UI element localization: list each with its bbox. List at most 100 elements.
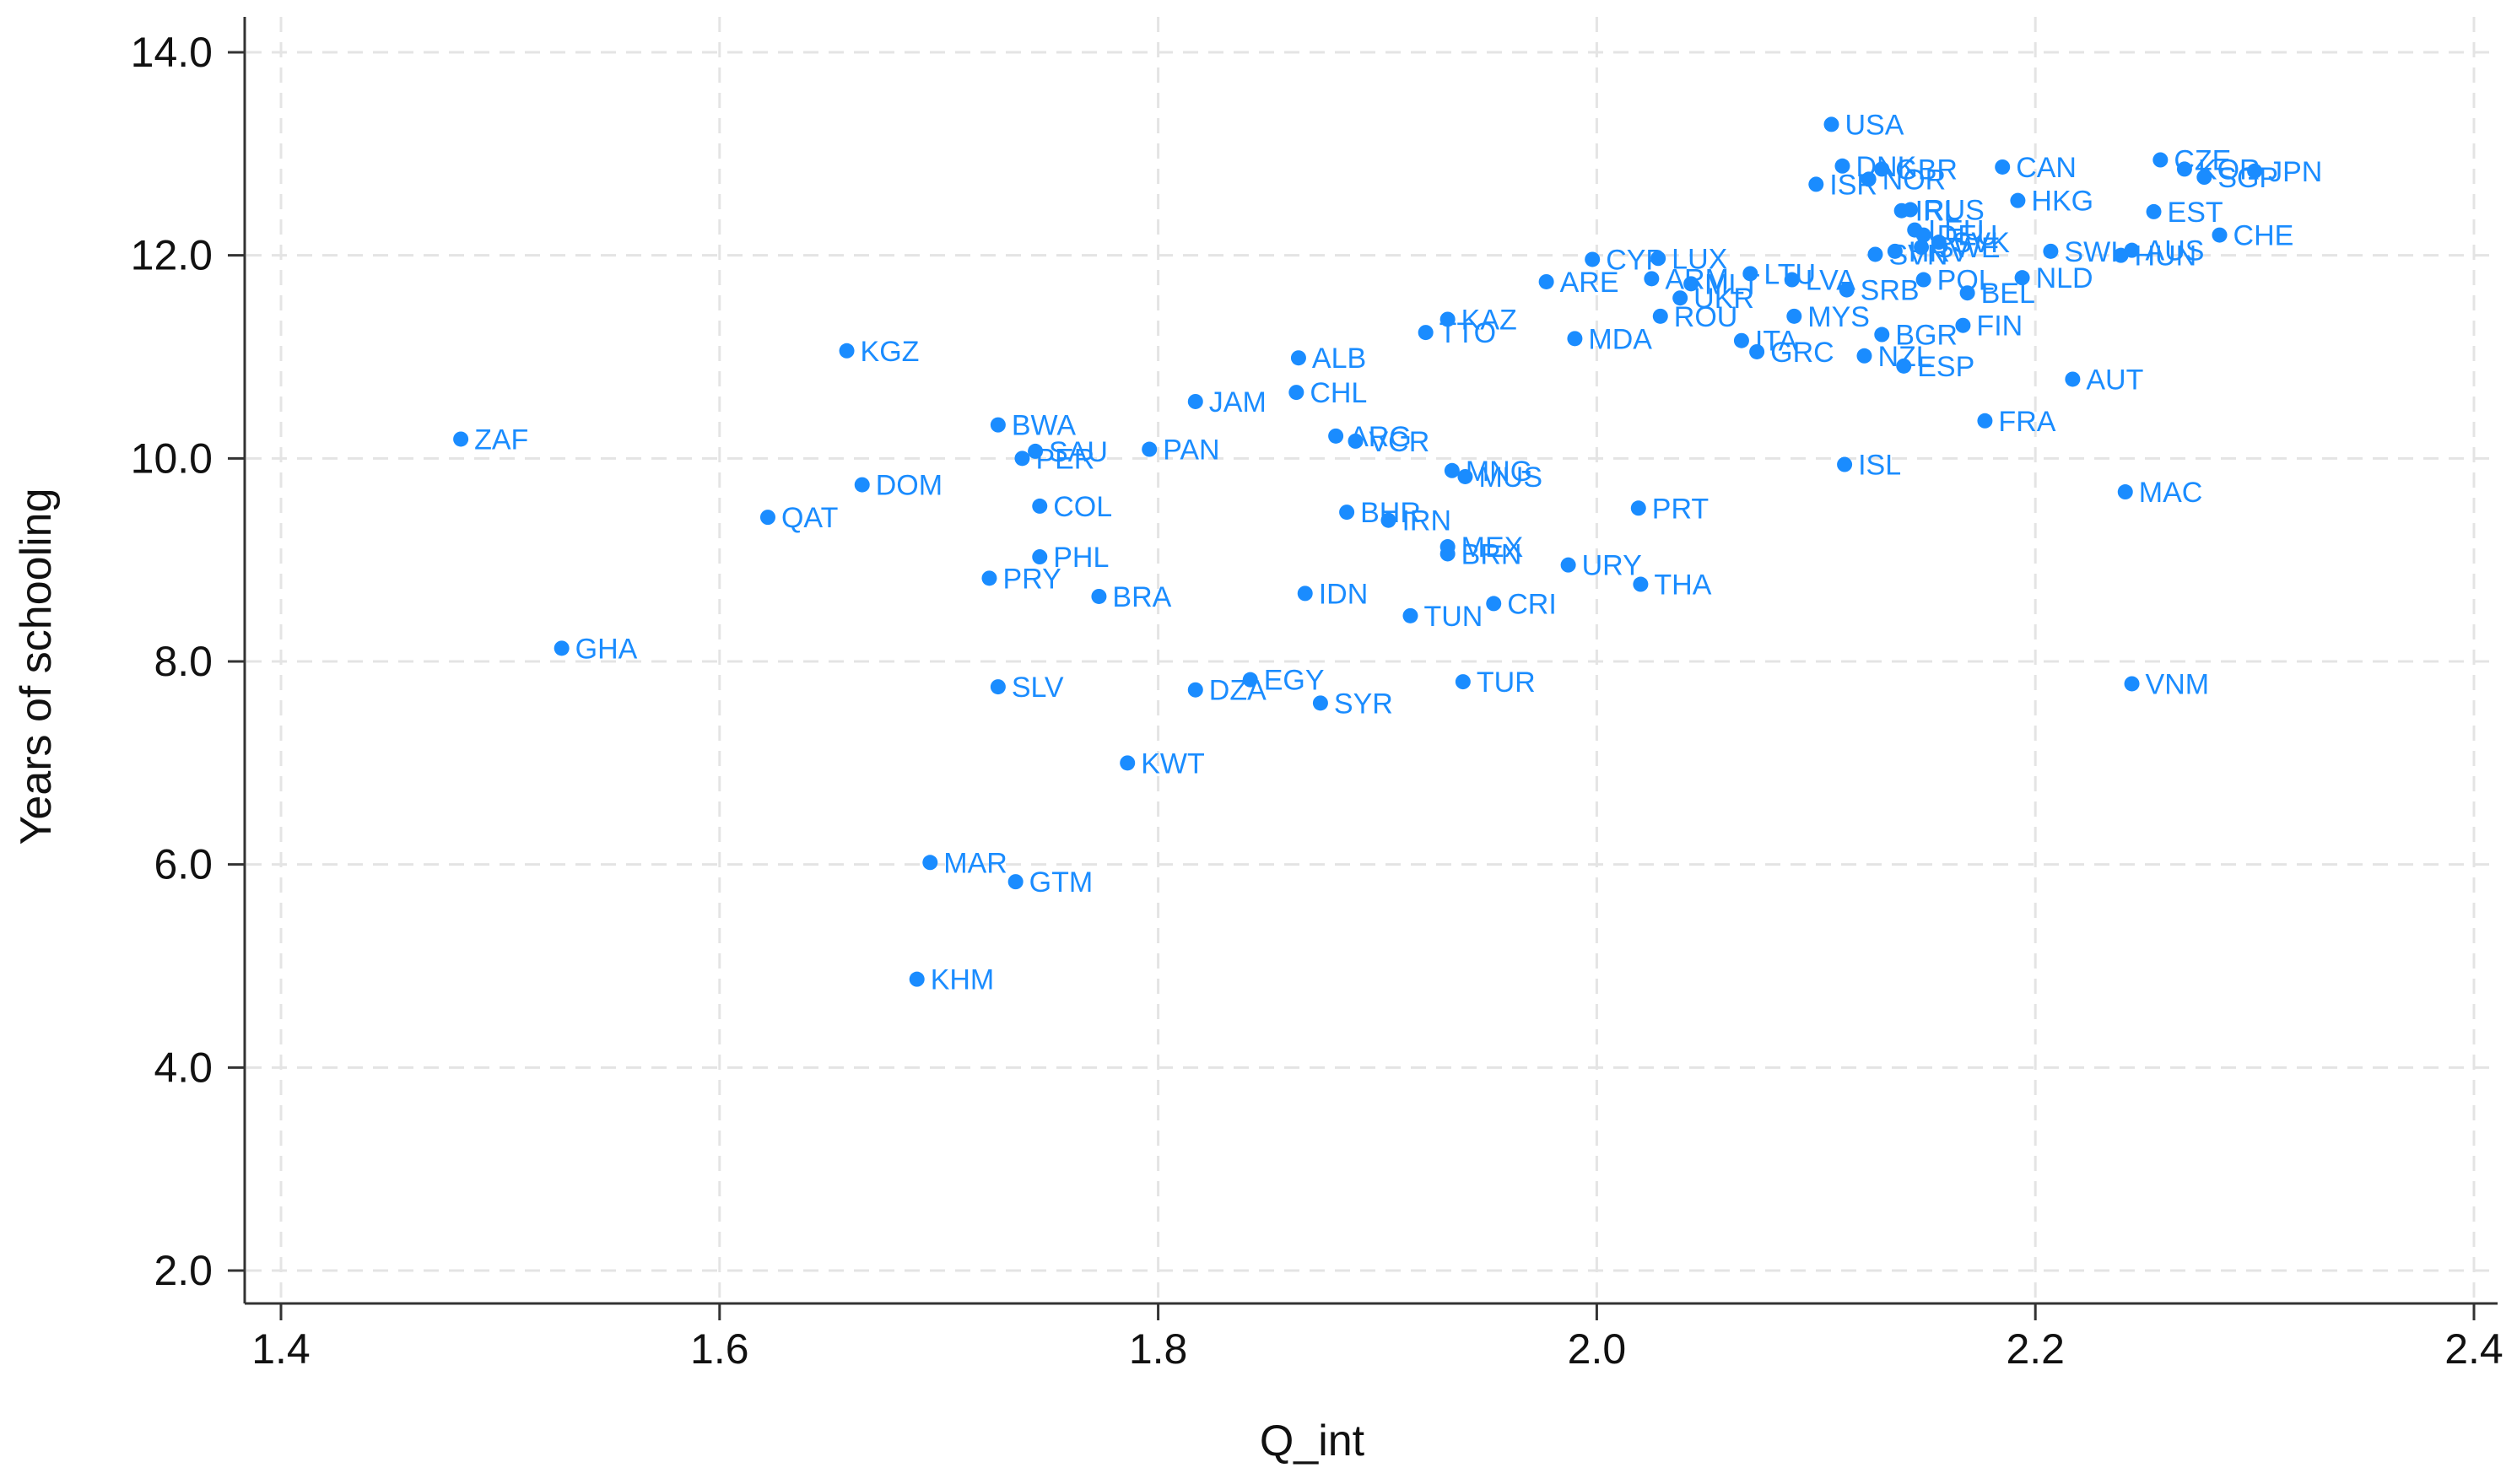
data-label: NOR [1882,164,1947,196]
data-point [1297,586,1313,602]
data-label: BEL [1981,278,2035,310]
data-point [1567,331,1583,347]
x-axis-title: Q_int [1260,1417,1365,1465]
y-tick-label: 14.0 [131,29,213,76]
data-point [1187,393,1203,409]
data-label: MAC [2139,477,2203,509]
data-label: CAN [2016,152,2077,184]
data-label: BGR [1895,320,1958,352]
x-tick-label: 2.2 [2006,1325,2065,1373]
data-label: MLT [1704,268,1759,300]
data-label: CYP [1606,244,1665,276]
data-label: BWA [1012,410,1077,442]
data-point [909,971,925,987]
data-label: SWI [2064,236,2118,268]
data-label: MYS [1807,301,1870,333]
data-label: KWT [1141,747,1205,780]
data-point [1959,285,1975,301]
data-label: ISR [1829,169,1877,201]
x-tick-label: 1.6 [690,1325,749,1373]
data-point [1784,272,1800,288]
data-point [1837,456,1853,472]
data-label: VNM [2146,668,2210,700]
data-label: GBR [1895,154,1958,186]
data-point [1014,451,1030,467]
data-point [990,679,1006,695]
data-point [1644,271,1660,287]
data-point [1633,576,1649,592]
data-point [2212,227,2228,243]
x-tick-label: 1.4 [251,1325,311,1373]
y-tick-label: 6.0 [154,841,213,888]
data-point [1312,695,1328,711]
data-label: CHE [2233,220,2294,252]
data-label: KOR [2198,154,2260,186]
data-label: BRA [1112,581,1171,613]
data-point [922,855,938,871]
data-label: HUN [2135,240,2197,273]
data-point [1007,874,1024,890]
data-label: DNK [1855,151,1916,183]
data-label: LEU [1928,215,1984,247]
data-point [1896,358,1912,374]
y-tick-label: 12.0 [131,232,213,279]
data-label: FRA [1998,406,2055,438]
data-point [1749,343,1765,359]
data-label: PER [1035,443,1094,475]
data-label: SRB [1861,275,1920,307]
axes: 2.0 4.0 6.0 8.0 10.0 12.0 14.0 1.4 1.6 1.8 2.0 2.2 2… [131,17,2503,1373]
data-point [1861,171,1877,187]
data-label: ESP [1917,351,1974,383]
data-point [1995,159,2011,175]
data-point [1977,413,1993,429]
data-label: KAZ [1461,304,1517,336]
data-label: ROU [1674,301,1738,333]
data-label: AUS [2146,235,2205,267]
data-point [839,343,855,359]
x-tick-label: 2.0 [1568,1325,1627,1373]
data-point [1242,672,1258,688]
data-point [1142,441,1158,457]
data-label: ARE [1560,267,1619,299]
data-label: CHL [1310,377,1367,409]
data-point [1914,240,1930,256]
data-point [2247,163,2263,179]
data-point [1683,276,1699,292]
data-label: SWE [1935,232,2000,264]
data-label: MDA [1588,323,1652,355]
data-point [1339,505,1355,521]
data-label: HRV [1909,236,1969,268]
data-point [1915,272,1931,288]
data-label: DEU [1937,220,1998,252]
data-point [2010,192,2026,208]
data-point [1290,350,1306,366]
data-point [1834,158,1850,174]
data-point [1903,202,1919,218]
data-label: KHM [931,964,995,996]
data-point [854,477,870,493]
data-point [1402,607,1418,623]
data-point [1874,326,1890,343]
data-point [1444,462,1460,478]
data-label: BHR [1360,497,1421,529]
data-label: PRY [1002,563,1061,595]
data-point [2043,243,2059,259]
data-point [1455,674,1471,690]
data-point [1028,443,1044,459]
data-point [1856,348,1872,364]
data-label: BRN [1461,538,1522,570]
data-label: NZL [1877,341,1931,373]
data-label: IRN [1402,505,1451,537]
data-point [1032,549,1048,565]
y-tick-label: 2.0 [154,1247,213,1294]
gridlines [246,17,2498,1302]
data-label: SYR [1334,688,1393,720]
data-label: CZE [2174,145,2231,177]
y-tick-label: 4.0 [154,1044,213,1091]
data-label: IDN [1319,578,1369,610]
data-label: PAN [1163,434,1219,467]
data-point [2014,270,2030,286]
data-label: SAU [1049,436,1108,468]
data-label: COL [1053,491,1112,523]
data-point [1538,273,1554,289]
